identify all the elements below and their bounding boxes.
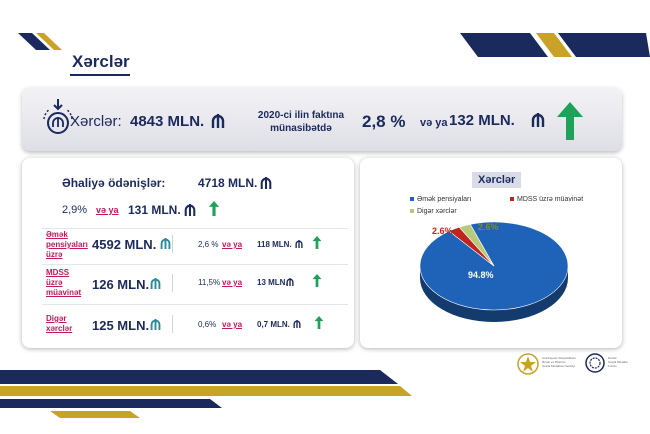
pie-slice xyxy=(458,223,495,267)
row-or: və ya xyxy=(222,240,243,249)
page-title: Xərclər xyxy=(72,52,130,71)
row-separator xyxy=(42,264,348,265)
legend-swatch xyxy=(410,209,414,214)
row-label: Digər xərclər xyxy=(46,314,92,334)
manat-icon xyxy=(260,177,272,189)
arrow-up-icon xyxy=(312,274,322,287)
comparison-line-1: 2020-ci ilin faktına xyxy=(257,110,345,121)
summary-or: və ya xyxy=(420,117,448,129)
summary-amount: 132 MLN. xyxy=(449,112,515,129)
top-left-stripes xyxy=(18,33,62,50)
row-value: 4592 MLN. xyxy=(92,237,157,252)
row-label: MDSS üzrə müavinət xyxy=(46,268,92,298)
row-label-line: müavinət xyxy=(46,288,82,297)
row-label-line: Əmək xyxy=(46,230,68,239)
logo-line: Sosial Müdafiəsi Nazirliyi xyxy=(542,364,576,368)
legend-label: Digər xərclər xyxy=(417,208,457,215)
comparison-caption: 2020-ci ilin faktına münasibətdə xyxy=(250,109,352,135)
pie-chart: 94.8% 2.6% 2.6% xyxy=(419,221,569,322)
logo-line: Əmək və Əhalinin xyxy=(542,360,566,364)
row-label-line: MDSS xyxy=(46,268,70,277)
manat-icon xyxy=(295,240,303,248)
comparison-line-2: münasibətdə xyxy=(270,123,332,134)
row-value: 126 MLN. xyxy=(92,277,150,292)
fund-emblem xyxy=(585,353,605,373)
logo-line: Sosial Müdafiə xyxy=(608,360,628,364)
arrow-up-icon xyxy=(557,102,583,140)
fund-logo-text: Dövlət Sosial Müdafiə Fondu xyxy=(608,356,628,368)
row-label-line: pensiyaları xyxy=(46,240,88,249)
legend-item-0: Əmək pensiyaları xyxy=(410,196,471,203)
manat-icon xyxy=(286,278,294,286)
logo-line: Azərbaycan Respublikası xyxy=(542,356,576,360)
summary-value: 4843 MLN. xyxy=(130,113,205,130)
population-amount: 131 MLN. xyxy=(128,203,181,217)
row-amount: 13 MLN. xyxy=(257,278,288,287)
population-payments-value: 4718 MLN. xyxy=(198,176,258,190)
population-or: və ya xyxy=(96,205,119,215)
row-or: və ya xyxy=(222,278,243,287)
row-divider xyxy=(172,235,173,253)
legend-swatch xyxy=(410,197,414,202)
legend-label: Əmək pensiyaları xyxy=(417,196,472,203)
population-percent: 2,9% xyxy=(62,204,88,216)
logo-line: Fondu xyxy=(608,364,617,368)
expense-icon xyxy=(43,99,73,134)
legend-item-1: MDSS üzrə müavinət xyxy=(510,196,583,203)
row-amount: 0,7 MLN. xyxy=(257,320,290,329)
population-payments-label: Əhaliyə ödənişlər: xyxy=(62,176,166,190)
arrow-up-icon xyxy=(314,316,324,329)
row-percent: 11,5% xyxy=(198,278,221,287)
row-percent: 0,6% xyxy=(198,320,217,329)
row-separator xyxy=(42,228,348,229)
pie-value-label: 94.8% xyxy=(468,270,494,280)
summary-percent: 2,8 % xyxy=(362,112,406,131)
row-percent: 2,6 % xyxy=(198,240,219,249)
payments-card: Əhaliyə ödənişlər: 4718 MLN. 2,9% və ya … xyxy=(22,158,354,348)
arrow-up-icon xyxy=(208,201,220,216)
manat-icon xyxy=(211,114,225,128)
row-value: 125 MLN. xyxy=(92,318,150,333)
pie-value-label: 2.6% xyxy=(478,222,499,232)
summary-label: Xərclər: xyxy=(70,113,122,130)
bottom-stripes xyxy=(0,370,412,418)
row-divider xyxy=(172,274,173,292)
row-label-line: Digər xyxy=(46,314,67,323)
title-underline xyxy=(70,74,130,76)
manat-icon xyxy=(160,238,171,249)
manat-icon xyxy=(150,278,161,289)
row-divider xyxy=(172,315,173,333)
summary-box: Xərclər: 4843 MLN. 2020-ci ilin faktına … xyxy=(22,87,622,151)
arrow-up-icon xyxy=(312,236,322,249)
manat-icon xyxy=(184,204,196,216)
manat-icon xyxy=(150,319,161,330)
row-amount: 118 MLN. xyxy=(257,240,292,249)
ministry-emblem xyxy=(517,353,539,375)
row-label-line: üzrə xyxy=(46,250,63,259)
chart-title: Xərclər xyxy=(472,172,522,188)
manat-icon xyxy=(531,113,545,127)
row-label: Əmək pensiyaları üzrə xyxy=(46,230,92,260)
logo-line: Dövlət xyxy=(608,356,617,360)
legend-swatch xyxy=(510,197,514,202)
pie-value-label: 2.6% xyxy=(432,226,453,236)
manat-icon xyxy=(293,320,301,328)
row-separator xyxy=(42,304,348,305)
legend-item-2: Digər xərclər xyxy=(410,208,457,215)
chart-card: Xərclər Əmək pensiyaları MDSS üzrə müavi… xyxy=(360,158,622,348)
row-or: və ya xyxy=(222,320,243,329)
row-label-line: üzrə xyxy=(46,278,63,287)
row-label-line: xərclər xyxy=(46,324,73,333)
ministry-logo-text: Azərbaycan Respublikası Əmək və Əhalinin… xyxy=(542,356,576,368)
top-right-stripes xyxy=(460,33,650,57)
legend-label: MDSS üzrə müavinət xyxy=(517,196,584,203)
